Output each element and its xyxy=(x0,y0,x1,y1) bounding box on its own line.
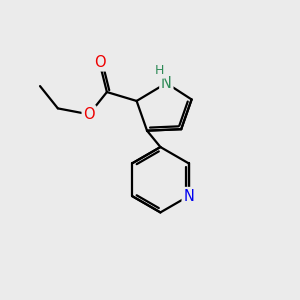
Text: N: N xyxy=(161,76,172,91)
Text: O: O xyxy=(94,55,105,70)
Text: N: N xyxy=(183,189,194,204)
Text: H: H xyxy=(155,64,164,77)
Text: O: O xyxy=(83,107,95,122)
